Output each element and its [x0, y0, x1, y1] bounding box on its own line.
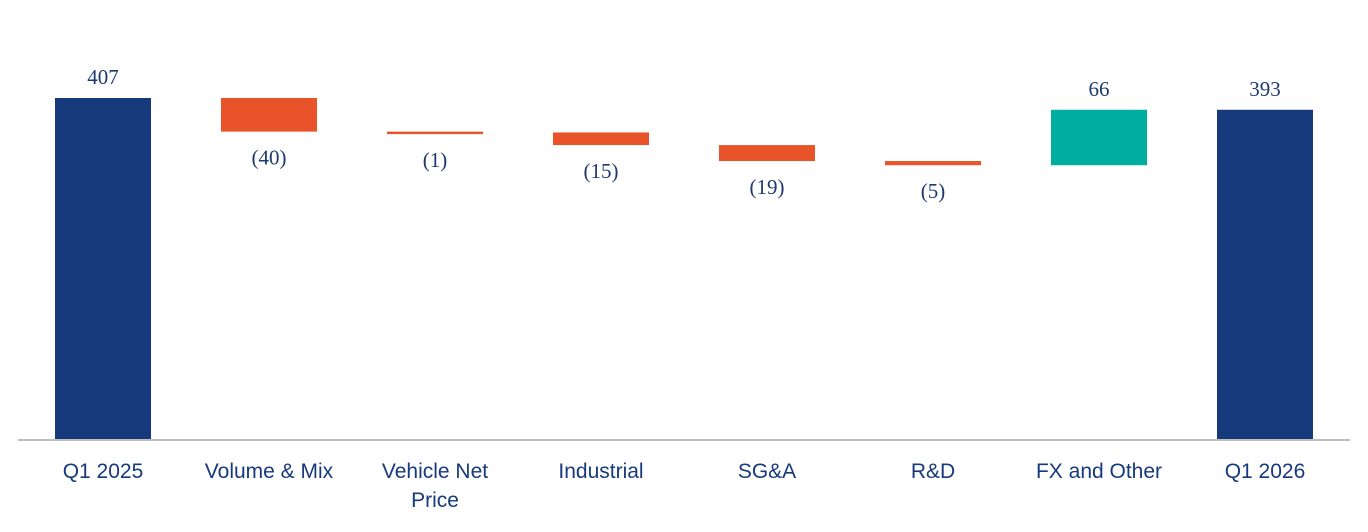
decrease-bar [885, 161, 981, 166]
decrease-bar [719, 145, 815, 162]
category-label: Vehicle Net Price [382, 460, 488, 512]
category-label-line: FX and Other [1036, 460, 1162, 483]
bars-group [55, 98, 1313, 440]
category-labels-group: Q1 2025 Volume & Mix Vehicle Net Price Indus… [63, 460, 1306, 512]
category-label: Volume & Mix [205, 460, 334, 483]
decrease-bar [387, 131, 483, 135]
category-label: Q1 2026 [1225, 460, 1306, 483]
category-label-line: Q1 2026 [1225, 460, 1306, 483]
category-label: SG&A [738, 460, 796, 483]
category-label: Industrial [558, 460, 643, 483]
category-label-line: Volume & Mix [205, 460, 334, 483]
category-label: Q1 2025 [63, 460, 144, 483]
category-label-line: R&D [911, 460, 955, 483]
total-bar [1217, 109, 1313, 440]
data-label: 393 [1249, 77, 1281, 101]
data-label: (40) [252, 146, 287, 170]
category-label-line: Industrial [558, 460, 643, 483]
decrease-bar [553, 132, 649, 146]
decrease-bar [221, 98, 317, 132]
category-label-line: SG&A [738, 460, 796, 483]
category-label: FX and Other [1036, 460, 1162, 483]
category-label-line: Q1 2025 [63, 460, 144, 483]
data-label: 407 [87, 65, 119, 89]
data-label: 66 [1089, 77, 1110, 101]
category-label-line: Price [411, 489, 459, 512]
total-bar [55, 98, 151, 440]
data-label: (19) [750, 175, 785, 199]
increase-bar [1051, 109, 1147, 166]
data-labels-group: 407 (40) (1) (15) (19) (5) 66 393 [87, 65, 1281, 203]
data-label: (1) [423, 148, 448, 172]
category-label: R&D [911, 460, 955, 483]
category-label-line: Vehicle Net [382, 460, 488, 483]
data-label: (5) [921, 179, 946, 203]
data-label: (15) [584, 159, 619, 183]
